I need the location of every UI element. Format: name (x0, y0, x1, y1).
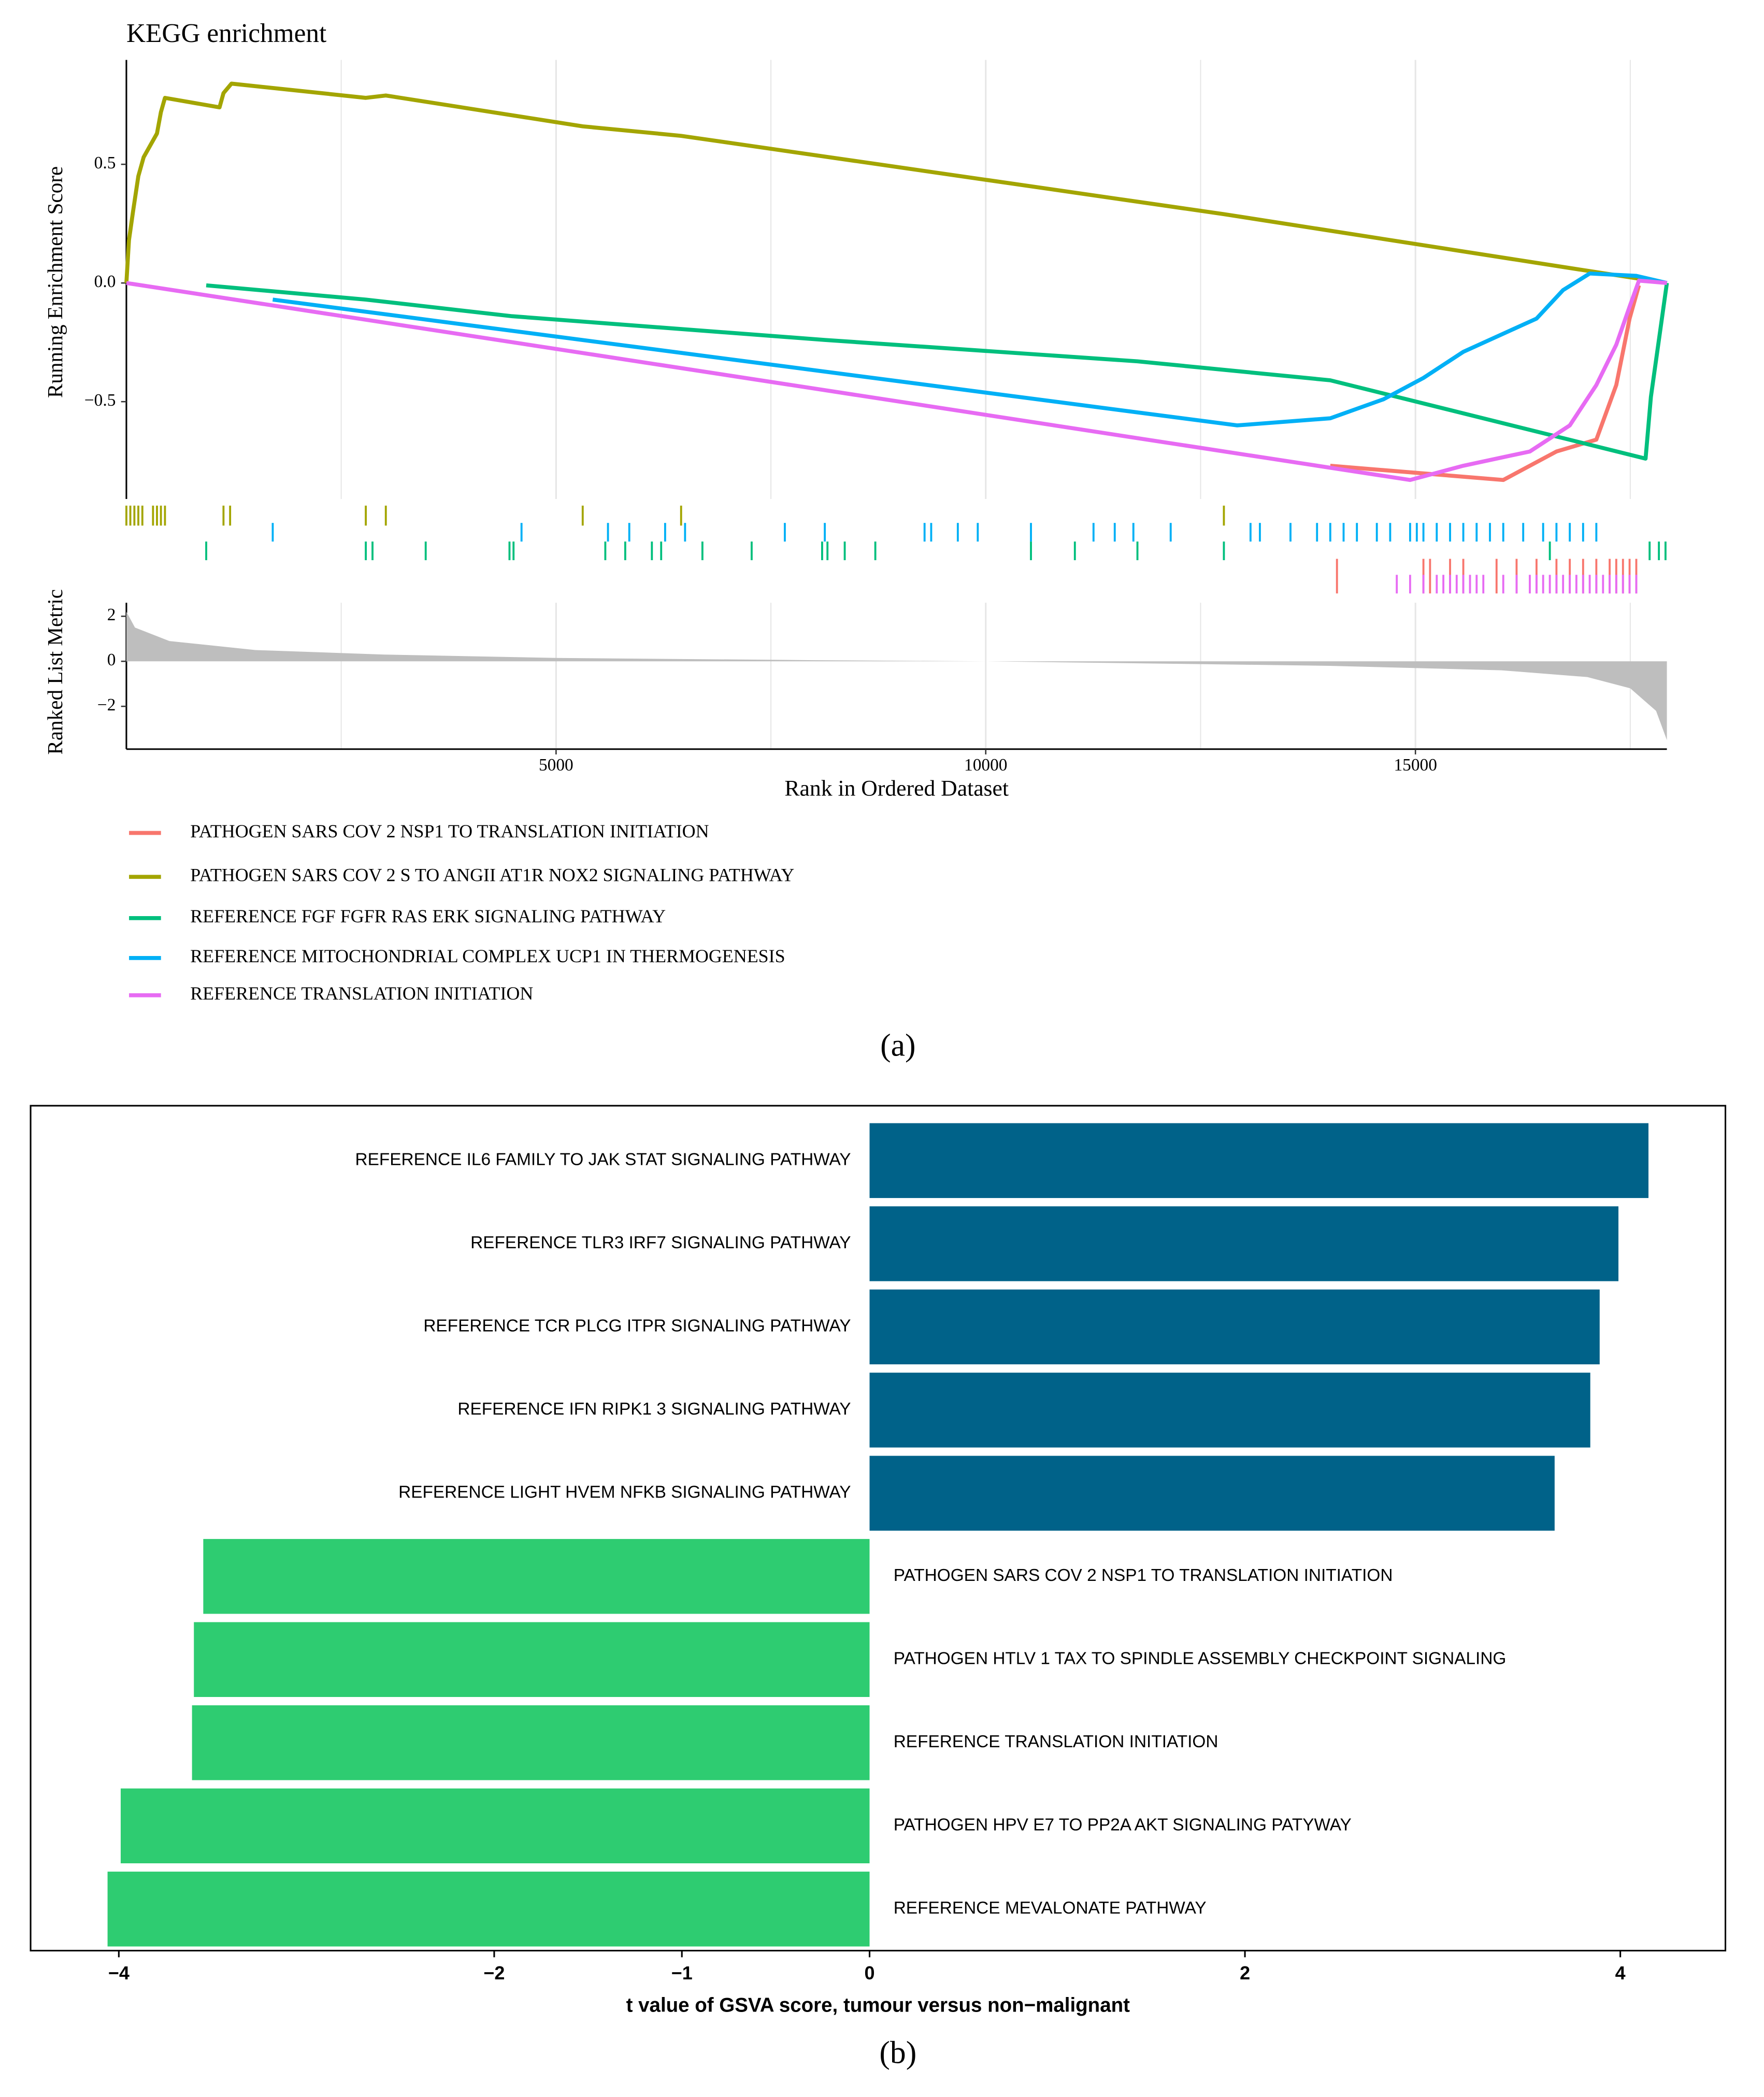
y-axis-title: Running Enrichment Score (43, 166, 67, 398)
legend-label: PATHOGEN SARS COV 2 NSP1 TO TRANSLATION … (190, 821, 709, 841)
bar (869, 1456, 1555, 1531)
metric-area (126, 611, 1667, 740)
y-tick-label: −2 (97, 695, 116, 715)
category-label: REFERENCE LIGHT HVEM NFKB SIGNALING PATH… (398, 1483, 851, 1502)
bar (120, 1788, 870, 1864)
x-tick-label: −4 (108, 1962, 130, 1984)
legend-label: PATHOGEN SARS COV 2 S TO ANGII AT1R NOX2… (190, 864, 794, 885)
bar (194, 1622, 870, 1697)
es-line (124, 81, 1668, 285)
es-line (1330, 284, 1641, 482)
category-label: REFERENCE TCR PLCG ITPR SIGNALING PATHWA… (423, 1317, 851, 1336)
bar (869, 1206, 1619, 1281)
chart-title: KEGG enrichment (126, 19, 326, 48)
x-axis-title: t value of GSVA score, tumour versus non… (626, 1994, 1130, 2017)
x-tick-label: −2 (483, 1962, 505, 1984)
x-axis-title: Rank in Ordered Dataset (784, 776, 1009, 801)
x-tick-label: 15000 (1394, 755, 1437, 775)
x-tick-label: −1 (671, 1962, 693, 1984)
caption: (a) (880, 1028, 915, 1063)
legend-label: REFERENCE TRANSLATION INITIATION (190, 983, 533, 1004)
y-tick-label: 0 (107, 650, 116, 669)
es-line (126, 278, 1667, 482)
es-line (206, 282, 1669, 461)
x-tick-label: 10000 (964, 755, 1007, 775)
x-tick-label: 4 (1615, 1962, 1626, 1984)
y-tick-label: 0.5 (94, 153, 116, 173)
bar (869, 1123, 1648, 1199)
x-tick-label: 0 (864, 1962, 874, 1984)
y-tick-label: 2 (107, 605, 116, 624)
bar (869, 1373, 1590, 1448)
panel-frame (30, 1105, 1727, 1952)
caption: (b) (879, 2035, 916, 2071)
legend-label: REFERENCE FGF FGFR RAS ERK SIGNALING PAT… (190, 906, 666, 926)
y-tick-label: −0.5 (84, 391, 116, 410)
bar (192, 1705, 870, 1780)
category-label: REFERENCE IFN RIPK1 3 SIGNALING PATHWAY (457, 1400, 851, 1419)
x-tick-label: 5000 (539, 755, 573, 775)
category-label: PATHOGEN HTLV 1 TAX TO SPINDLE ASSEMBLY … (894, 1649, 1507, 1668)
bar (203, 1539, 870, 1614)
y-axis-title: Ranked List Metric (43, 589, 67, 754)
category-label: PATHOGEN SARS COV 2 NSP1 TO TRANSLATION … (894, 1566, 1393, 1585)
es-line (272, 271, 1668, 427)
category-label: REFERENCE TLR3 IRF7 SIGNALING PATHWAY (470, 1233, 851, 1252)
x-tick-label: 2 (1240, 1962, 1250, 1984)
category-label: REFERENCE TRANSLATION INITIATION (894, 1732, 1218, 1751)
bar (869, 1289, 1600, 1365)
legend-label: REFERENCE MITOCHONDRIAL COMPLEX UCP1 IN … (190, 946, 785, 966)
bar (107, 1872, 870, 1947)
category-label: PATHOGEN HPV E7 TO PP2A AKT SIGNALING PA… (894, 1816, 1352, 1835)
category-label: REFERENCE MEVALONATE PATHWAY (894, 1899, 1207, 1918)
category-label: REFERENCE IL6 FAMILY TO JAK STAT SIGNALI… (355, 1150, 851, 1169)
y-tick-label: 0.0 (94, 272, 116, 291)
